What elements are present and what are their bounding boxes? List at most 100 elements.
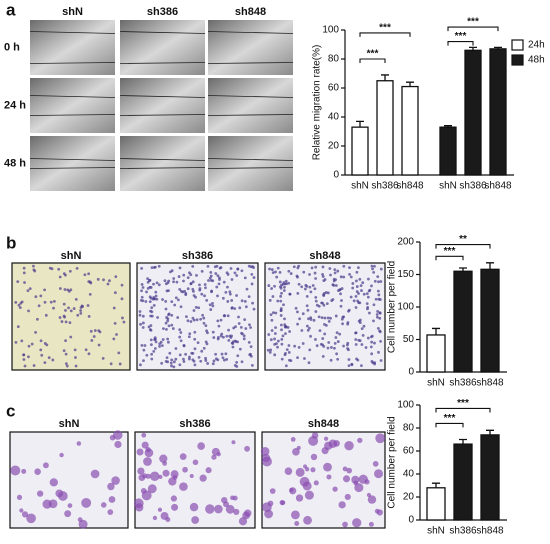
- cell: [179, 331, 183, 334]
- cell: [327, 341, 331, 344]
- cell: [373, 264, 376, 268]
- cell: [343, 475, 351, 483]
- cell: [354, 306, 358, 309]
- row-label: 48 h: [4, 157, 26, 169]
- bar: [464, 49, 482, 176]
- error-bar: [406, 81, 414, 87]
- cell: [16, 280, 20, 283]
- cell: [365, 302, 369, 306]
- cell: [52, 299, 56, 303]
- cell: [165, 289, 169, 293]
- cell: [321, 265, 325, 269]
- cell: [138, 313, 142, 317]
- cell: [222, 335, 225, 339]
- cell: [274, 270, 277, 274]
- cell: [83, 273, 87, 277]
- cell: [338, 501, 346, 509]
- cell: [354, 483, 364, 493]
- cell: [335, 331, 339, 335]
- x-tick-label: shN: [427, 378, 445, 389]
- cell: [214, 504, 223, 514]
- cell: [23, 364, 27, 368]
- cell: [376, 310, 380, 313]
- cell: [208, 303, 212, 307]
- cell: [160, 511, 169, 520]
- cell: [309, 334, 312, 338]
- cell: [373, 279, 377, 283]
- cell: [193, 363, 197, 367]
- cell: [150, 352, 154, 356]
- cell: [368, 311, 371, 315]
- cell: [274, 326, 277, 329]
- cell: [346, 467, 353, 474]
- cell: [279, 307, 283, 310]
- cell: [348, 266, 351, 270]
- y-tick-label: 60: [328, 83, 340, 94]
- y-tick-label: 0: [408, 367, 414, 378]
- error-bar: [486, 262, 494, 270]
- cell: [366, 336, 370, 340]
- cell: [205, 504, 215, 514]
- cell: [150, 357, 154, 361]
- cell: [138, 310, 142, 313]
- cell: [188, 332, 192, 336]
- cell: [157, 264, 161, 268]
- wound-edge: [207, 114, 294, 116]
- cell: [206, 264, 210, 268]
- cell: [332, 486, 338, 492]
- cell: [69, 309, 73, 313]
- cell: [243, 299, 247, 303]
- cell: [308, 285, 312, 289]
- cell: [165, 328, 168, 331]
- cell: [313, 287, 317, 291]
- micrograph: [30, 136, 115, 191]
- cell: [354, 295, 358, 298]
- y-tick-label: 60: [403, 446, 415, 457]
- cell: [309, 290, 313, 294]
- cell: [278, 280, 282, 284]
- cell: [232, 495, 238, 501]
- micrograph: [30, 20, 115, 75]
- cell: [330, 299, 334, 303]
- cell: [276, 266, 280, 270]
- cell: [243, 318, 247, 322]
- cell: [142, 359, 145, 362]
- cell: [336, 357, 340, 361]
- cell: [279, 309, 283, 312]
- cell: [143, 344, 147, 347]
- y-axis-label: Cell number per field: [387, 261, 398, 353]
- cell: [211, 304, 215, 308]
- cell: [282, 281, 286, 284]
- cell: [223, 501, 230, 508]
- cell: [133, 498, 144, 509]
- cell: [139, 322, 142, 326]
- micrograph: [120, 136, 205, 191]
- cell: [367, 289, 371, 293]
- cell: [310, 266, 314, 270]
- cell: [47, 356, 51, 360]
- x-tick-label: sh848: [484, 181, 512, 192]
- cell: [339, 292, 342, 296]
- cell: [260, 447, 270, 456]
- cell: [57, 267, 61, 271]
- cell: [215, 264, 219, 268]
- micrograph: [120, 78, 205, 133]
- cell: [284, 467, 293, 475]
- cell: [39, 294, 43, 298]
- cell: [64, 308, 67, 312]
- cell: [236, 267, 240, 271]
- error-bar: [432, 482, 440, 488]
- cell: [117, 351, 121, 355]
- cell: [182, 344, 186, 347]
- cell: [186, 276, 190, 280]
- cell: [240, 360, 244, 364]
- cell: [367, 495, 377, 504]
- cell: [192, 459, 199, 466]
- cell: [313, 271, 317, 275]
- cell: [307, 317, 310, 321]
- cell: [367, 277, 370, 281]
- cell: [360, 343, 364, 346]
- cell: [204, 356, 207, 360]
- y-tick-label: 0: [408, 515, 414, 526]
- cell: [30, 342, 34, 346]
